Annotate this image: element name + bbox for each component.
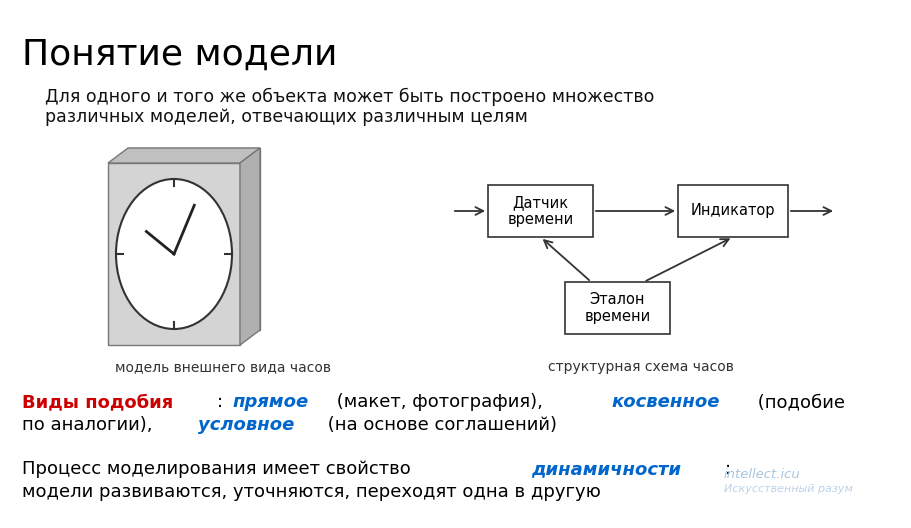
Text: Датчик
времени: Датчик времени: [507, 195, 573, 227]
Bar: [487, 185, 592, 237]
Polygon shape: [128, 148, 260, 330]
Text: Индикатор: Индикатор: [690, 203, 774, 219]
Text: по аналогии),: по аналогии),: [22, 416, 159, 434]
Text: модель внешнего вида часов: модель внешнего вида часов: [115, 360, 331, 374]
Text: Для одного и того же объекта может быть построено множество: Для одного и того же объекта может быть …: [45, 88, 654, 106]
Ellipse shape: [116, 179, 231, 329]
Text: динамичности: динамичности: [530, 460, 681, 478]
Text: (подобие: (подобие: [751, 393, 844, 411]
Text: Искусственный разум: Искусственный разум: [723, 484, 852, 494]
Text: различных моделей, отвечающих различным целям: различных моделей, отвечающих различным …: [45, 108, 527, 126]
Text: косвенное: косвенное: [611, 393, 720, 411]
Text: Процесс моделирования имеет свойство: Процесс моделирования имеет свойство: [22, 460, 416, 478]
Text: модели развиваются, уточняются, переходят одна в другую: модели развиваются, уточняются, переходя…: [22, 483, 600, 501]
Polygon shape: [107, 163, 240, 345]
Polygon shape: [240, 148, 260, 345]
Text: условное: условное: [198, 416, 294, 434]
Text: intellect.icu: intellect.icu: [723, 468, 800, 481]
Text: Понятие модели: Понятие модели: [22, 38, 337, 72]
Text: (на основе соглашений): (на основе соглашений): [322, 416, 557, 434]
Text: структурная схема часов: структурная схема часов: [548, 360, 733, 374]
Text: Виды подобия: Виды подобия: [22, 393, 173, 411]
Text: Эталон
времени: Эталон времени: [584, 292, 650, 324]
Text: :: :: [723, 460, 730, 478]
Bar: [565, 282, 670, 334]
Text: прямое: прямое: [232, 393, 309, 411]
Text: :: :: [217, 393, 229, 411]
Polygon shape: [107, 148, 260, 163]
Text: (макет, фотография),: (макет, фотография),: [331, 393, 548, 411]
Bar: [677, 185, 787, 237]
